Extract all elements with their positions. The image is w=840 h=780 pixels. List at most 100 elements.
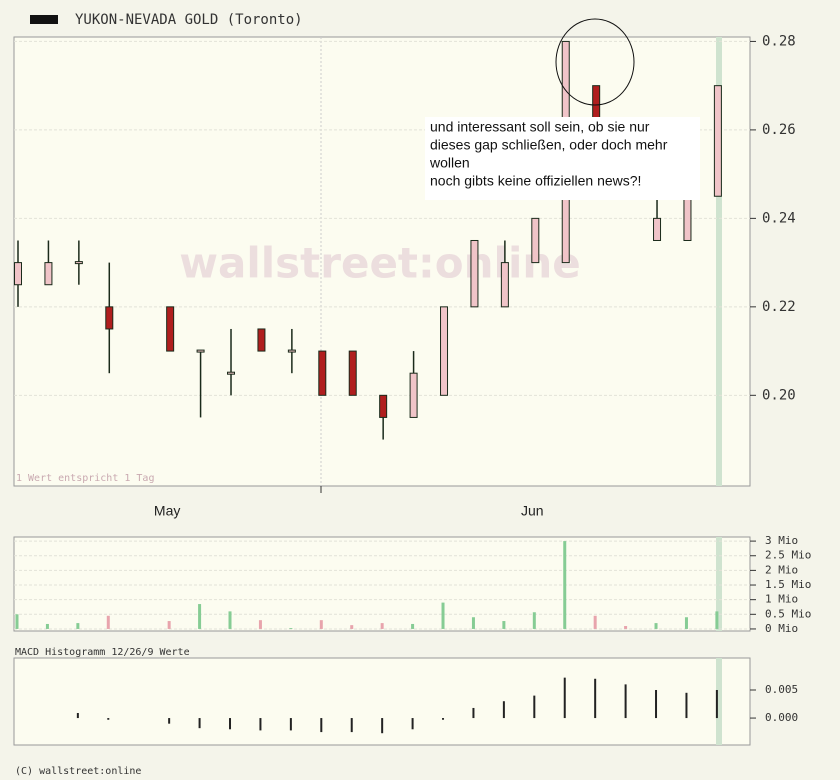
- volume-panel: [13, 536, 751, 632]
- bar: [624, 626, 628, 629]
- candle-body: [166, 306, 175, 352]
- y-tick-label: 0.20: [762, 387, 796, 403]
- bar: [715, 611, 719, 629]
- bar: [472, 707, 475, 719]
- annotation: und interessant soll sein, ob sie nur di…: [425, 18, 700, 200]
- y-tick-label: 2 Mio: [765, 563, 798, 576]
- y-tick-label: 0.28: [762, 33, 796, 49]
- bar: [167, 621, 171, 629]
- y-tick-label: 2.5 Mio: [765, 549, 811, 562]
- bar: [259, 718, 262, 731]
- bar: [411, 623, 415, 629]
- bar: [45, 623, 49, 629]
- candle-body: [44, 262, 53, 286]
- candle-body: [14, 262, 22, 286]
- bar: [654, 623, 658, 629]
- bar: [320, 718, 323, 733]
- panel: [13, 536, 751, 632]
- candle-body: [227, 371, 236, 375]
- candle-body: [318, 350, 327, 396]
- bar: [502, 701, 505, 719]
- y-tick-label: 0.22: [762, 299, 796, 315]
- bar: [168, 718, 171, 724]
- annotation-line: noch gibts keine offiziellen news?!: [430, 173, 641, 189]
- highlight: [716, 37, 722, 486]
- bar: [593, 615, 597, 629]
- bar: [319, 620, 323, 629]
- y-tick-label: 0.24: [762, 210, 796, 226]
- watermark: wallstreet:online: [179, 239, 581, 288]
- bar: [502, 621, 506, 629]
- y-tick-label: 0.26: [762, 122, 796, 138]
- candle-body: [531, 217, 540, 264]
- y-tick-label: 0.5 Mio: [765, 607, 811, 620]
- highlight: [716, 658, 722, 745]
- price-panel: wallstreet:online 1 Wert entspricht 1 Ta…: [13, 36, 751, 493]
- candle-body: [713, 85, 722, 197]
- note: 1 Wert entspricht 1 Tag: [16, 473, 154, 484]
- y-tick-label: 1 Mio: [765, 593, 798, 606]
- annotation-line: dieses gap schließen, oder doch mehr: [430, 137, 668, 153]
- bar: [106, 615, 110, 629]
- bar: [442, 718, 445, 720]
- bar: [198, 718, 201, 729]
- macd-panel: [13, 657, 751, 746]
- candle-body: [470, 239, 479, 308]
- y-tick-label: 0.005: [765, 683, 798, 696]
- annotation-line: und interessant soll sein, ob sie nur: [430, 119, 650, 135]
- bar: [350, 625, 354, 629]
- candle-body: [105, 306, 114, 330]
- candle-body: [500, 262, 509, 308]
- bar: [684, 617, 688, 629]
- bar: [229, 718, 232, 730]
- bar: [411, 718, 414, 730]
- y-tick-label: 0.000: [765, 711, 798, 724]
- bar: [289, 718, 292, 731]
- candle-body: [440, 306, 449, 396]
- bar: [76, 623, 80, 629]
- chart-title: YUKON-NEVADA GOLD (Toronto): [75, 12, 303, 28]
- candle-body: [683, 195, 692, 241]
- bar: [532, 612, 536, 629]
- bar: [533, 695, 536, 719]
- candle-body: [409, 372, 418, 418]
- candle-body: [653, 217, 662, 241]
- candle-body: [287, 349, 296, 353]
- bar: [563, 541, 567, 629]
- annotation-line: wollen: [429, 155, 470, 171]
- bar: [289, 628, 293, 629]
- annotation-box: [425, 117, 700, 200]
- candle-body: [348, 350, 357, 396]
- bar: [715, 689, 718, 719]
- bar: [15, 614, 19, 629]
- candle-body: [74, 261, 83, 265]
- x-tick-label: May: [154, 503, 180, 519]
- x-tick-label: Jun: [521, 503, 544, 519]
- y-tick-label: 1.5 Mio: [765, 578, 811, 591]
- y-tick-label: 3 Mio: [765, 534, 798, 547]
- candle-body: [257, 328, 266, 352]
- candle-body: [196, 349, 205, 353]
- y-tick-label: 0 Mio: [765, 622, 798, 635]
- bar: [471, 617, 475, 629]
- bar: [381, 718, 384, 734]
- footer: (C) wallstreet:online: [15, 766, 141, 777]
- bar: [594, 678, 597, 719]
- candle-body: [379, 394, 388, 418]
- circle-highlight: [555, 18, 635, 106]
- bar: [76, 713, 79, 719]
- bar: [685, 692, 688, 719]
- bar: [228, 611, 232, 629]
- bar: [350, 718, 353, 733]
- macd-title: MACD Histogramm 12/26/9 Werte: [15, 647, 190, 658]
- bar: [198, 604, 202, 629]
- legend-swatch: [30, 15, 58, 24]
- bar: [441, 602, 445, 629]
- bar: [380, 623, 384, 629]
- bar: [624, 684, 627, 719]
- bar: [107, 718, 110, 720]
- bar: [655, 689, 658, 719]
- highlight: [716, 537, 722, 631]
